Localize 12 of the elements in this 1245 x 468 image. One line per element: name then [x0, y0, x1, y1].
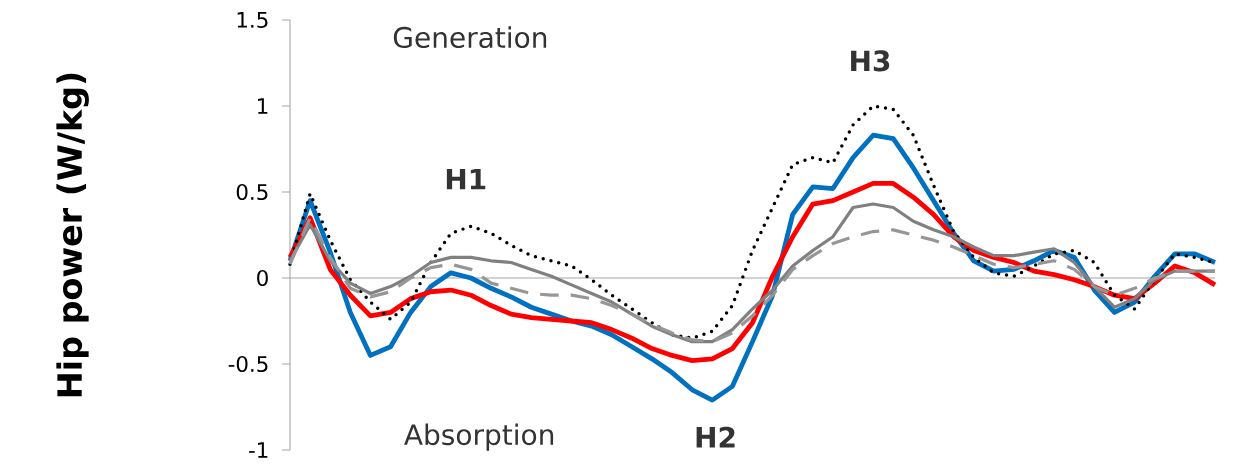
y-tick-label: 0.5: [236, 183, 268, 201]
annotation: H1: [446, 168, 486, 190]
annotation: Generation: [393, 26, 547, 49]
y-tick-label: 0: [257, 269, 268, 287]
y-tick-label: 1: [258, 98, 268, 114]
y-tick-label: -1: [249, 442, 268, 458]
annotation: Absorption: [404, 423, 554, 451]
annotation: H2: [696, 426, 735, 448]
y-tick-label: -0.5: [228, 355, 268, 373]
y-tick-label: 1.5: [237, 12, 268, 28]
y-axis-title: Hip power (W/kg): [56, 73, 89, 397]
annotation: H3: [851, 50, 890, 72]
